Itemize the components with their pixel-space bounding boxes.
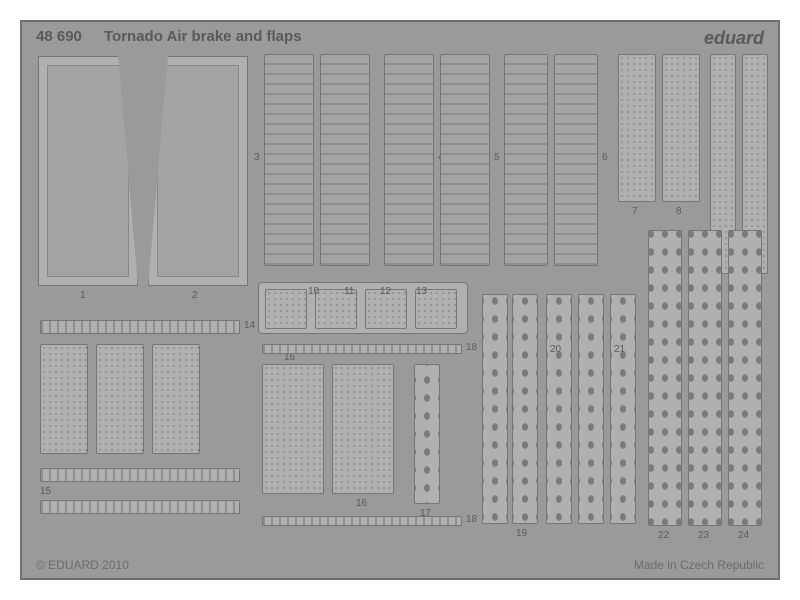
part-21a (578, 294, 604, 524)
label-1: 1 (80, 290, 86, 301)
part-left-b (96, 344, 144, 454)
part-10-sub (265, 289, 307, 329)
label-10: 10 (308, 286, 319, 297)
brand-logo: eduard (704, 28, 764, 49)
label-17: 17 (420, 508, 431, 519)
part-15-strip (40, 468, 240, 482)
part-20 (546, 294, 572, 524)
part-16a (262, 364, 324, 494)
part-19a (482, 294, 508, 524)
part-left-c (152, 344, 200, 454)
made-in: Made in Czech Republic (634, 558, 764, 572)
label-22: 22 (658, 530, 669, 541)
label-18a: 18 (466, 342, 477, 353)
part-6 (554, 54, 598, 266)
part-10-13-bracket (258, 282, 468, 334)
part-2-inner (157, 65, 239, 277)
label-21: 21 (614, 344, 625, 355)
label-16b: 16 (356, 498, 367, 509)
label-12: 12 (380, 286, 391, 297)
part-21b (610, 294, 636, 524)
part-23 (688, 230, 722, 526)
part-3 (264, 54, 314, 266)
label-20: 20 (550, 344, 561, 355)
label-3: 3 (254, 152, 260, 163)
label-14: 14 (244, 320, 255, 331)
label-6: 6 (602, 152, 608, 163)
part-22 (648, 230, 682, 526)
label-11: 11 (344, 286, 354, 297)
label-18b: 18 (466, 514, 477, 525)
part-2-airbrake (148, 56, 248, 286)
part-14 (40, 320, 240, 334)
part-18b (262, 516, 462, 526)
part-19b (512, 294, 538, 524)
product-number: 48 690 (36, 28, 82, 45)
part-4 (384, 54, 434, 266)
label-19: 19 (516, 528, 527, 539)
label-23: 23 (698, 530, 709, 541)
label-7: 7 (632, 206, 638, 217)
part-1-inner (47, 65, 129, 277)
part-24 (728, 230, 762, 526)
part-18a (262, 344, 462, 354)
part-left-a (40, 344, 88, 454)
label-24: 24 (738, 530, 749, 541)
part-3b (320, 54, 370, 266)
product-title: Tornado Air brake and flaps (104, 28, 302, 45)
part-4b (440, 54, 490, 266)
part-16b (332, 364, 394, 494)
label-2: 2 (192, 290, 198, 301)
part-7 (618, 54, 656, 202)
copyright: © EDUARD 2010 (36, 558, 129, 572)
label-13: 13 (416, 286, 427, 297)
part-17 (414, 364, 440, 504)
photoetch-fret: 48 690 Tornado Air brake and flaps eduar… (20, 20, 780, 580)
part-5 (504, 54, 548, 266)
part-bottom-strip (40, 500, 240, 514)
label-5: 5 (494, 152, 500, 163)
label-8: 8 (676, 206, 682, 217)
label-15: 15 (40, 486, 51, 497)
part-1-airbrake (38, 56, 138, 286)
part-8 (662, 54, 700, 202)
